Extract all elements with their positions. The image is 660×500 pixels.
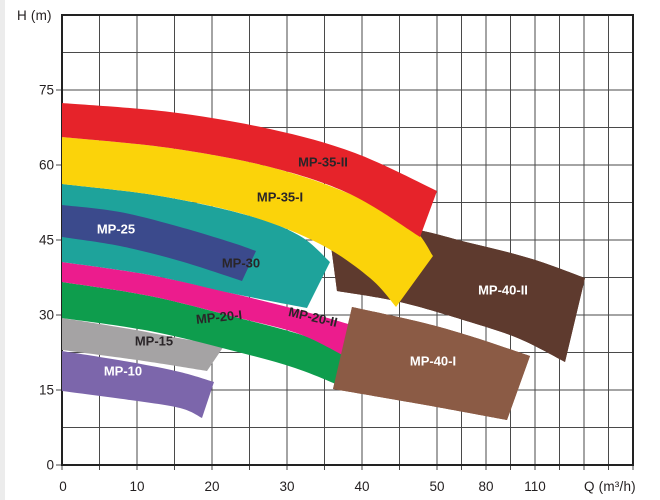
y-tick-30: 30: [39, 308, 54, 323]
band-label-mp-35-i: MP-35-I: [257, 190, 303, 205]
y-tick-15: 15: [39, 383, 54, 398]
x-tick-20: 20: [204, 479, 219, 494]
band-label-mp-15: MP-15: [135, 334, 173, 349]
band-mp-20-i: [62, 282, 355, 388]
band-mp-10: [62, 351, 214, 418]
band-label-mp-10: MP-10: [104, 364, 142, 379]
band-label-mp-40-i: MP-40-I: [410, 354, 456, 369]
x-tick-80: 80: [478, 479, 493, 494]
x-axis-label: Q (m³/h): [584, 479, 636, 494]
band-mp-40-i-cover: [333, 307, 530, 420]
x-tick-110: 110: [524, 479, 546, 494]
band-label-mp-35-ii: MP-35-II: [298, 155, 348, 170]
band-mp-20-ii: [62, 262, 378, 365]
band-mp-15: [62, 318, 226, 371]
y-axis-label: H (m): [17, 8, 52, 23]
y-tick-0: 0: [46, 458, 54, 473]
x-tick-40: 40: [354, 479, 369, 494]
band-mp-25: [62, 205, 256, 281]
x-tick-30: 30: [279, 479, 294, 494]
band-mp-35-i: [62, 137, 433, 307]
y-tick-60: 60: [39, 158, 54, 173]
band-label-mp-25: MP-25: [97, 222, 135, 237]
x-tick-50: 50: [429, 479, 444, 494]
page-edge-strip: [0, 0, 5, 500]
band-label-mp-20-i: MP-20-I: [195, 307, 243, 327]
x-tick-10: 10: [129, 479, 144, 494]
band-label-mp-40-ii: MP-40-II: [478, 283, 528, 298]
axis-ticks: 75 60 45 30 15 00 10 20 30 40 50 80 110: [39, 83, 546, 495]
band-mp-35-ii: [62, 103, 437, 237]
x-tick-0: 0: [59, 479, 67, 494]
band-label-mp-30: MP-30: [222, 256, 260, 271]
y-tick-75: 75: [39, 83, 54, 98]
pump-bands: [62, 103, 585, 420]
y-tick-45: 45: [39, 233, 54, 248]
